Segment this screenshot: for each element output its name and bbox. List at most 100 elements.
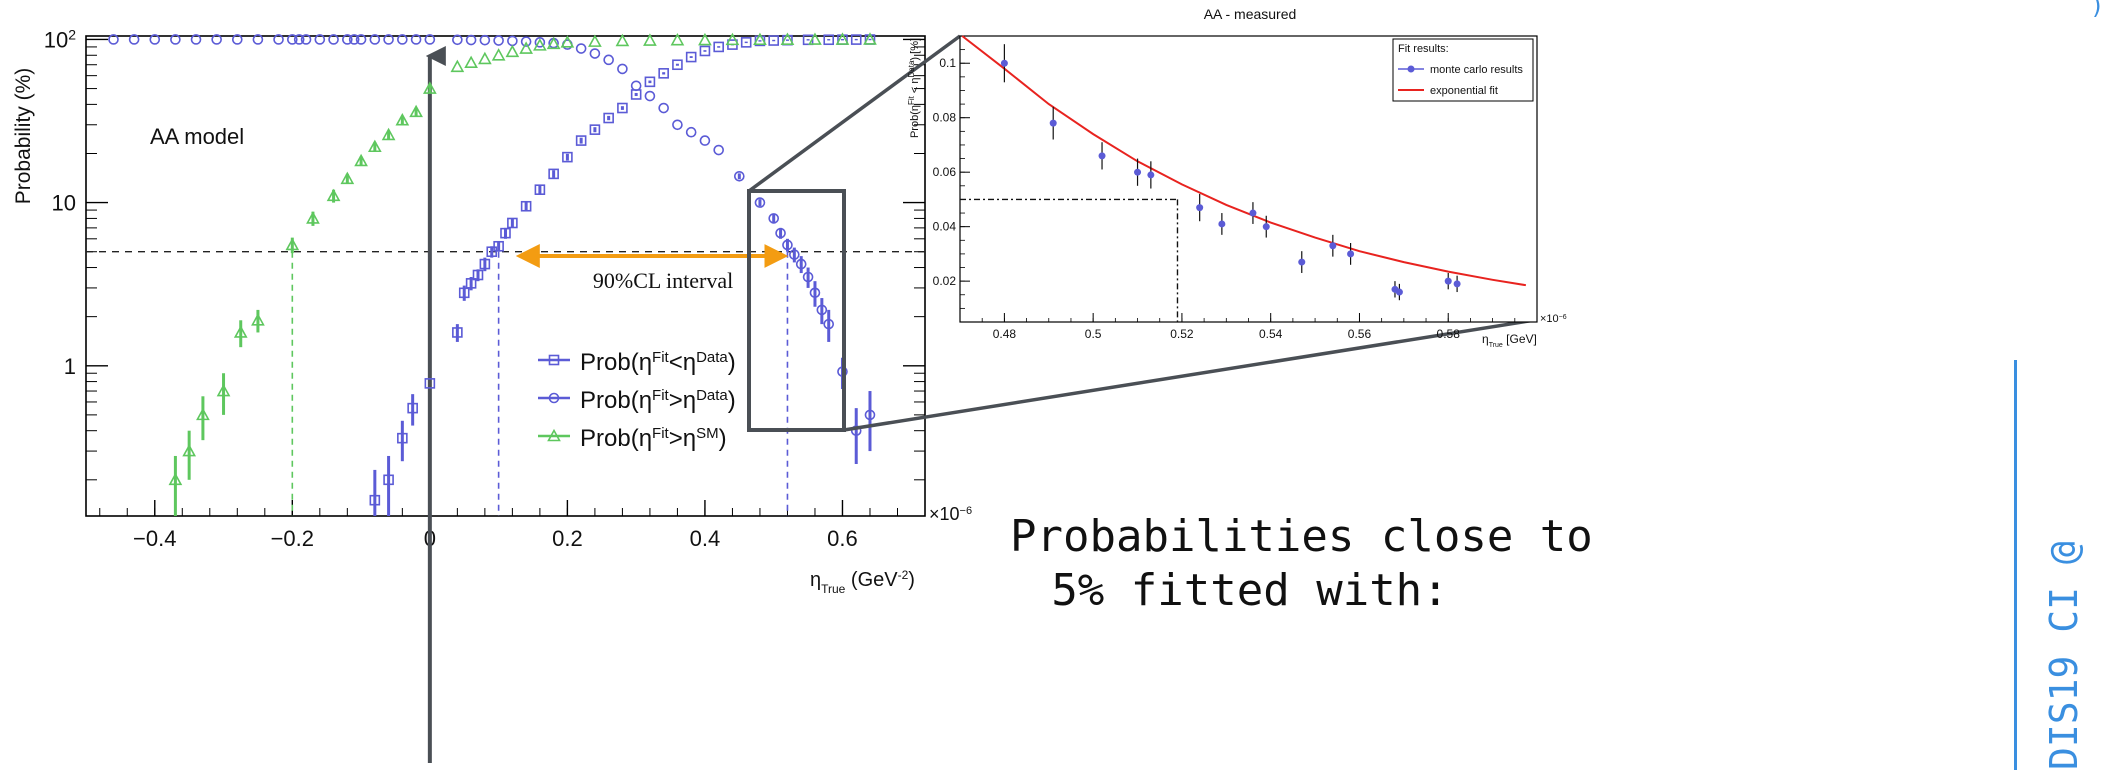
- main-x-tick-label: −0.4: [133, 526, 176, 551]
- marker-circle: [775, 227, 786, 239]
- inset-y-tick-label: 0.04: [933, 220, 957, 234]
- marker-triangle: [367, 139, 382, 153]
- marker-circle: [795, 258, 807, 270]
- inset-mc-point: [1249, 209, 1257, 217]
- marker-triangle: [306, 211, 320, 224]
- marker-square: [407, 402, 418, 414]
- inset-legend-mc-marker: [1407, 65, 1415, 73]
- inset-mc-point: [1262, 223, 1270, 231]
- marker-circle: [287, 34, 298, 45]
- marker-circle: [534, 37, 546, 48]
- marker-circle: [342, 34, 353, 45]
- marker-triangle: [808, 32, 822, 45]
- marker-triangle: [863, 32, 877, 45]
- marker-square: [850, 34, 862, 45]
- marker-circle: [231, 34, 243, 45]
- inset-mc-point: [1347, 250, 1355, 258]
- marker-triangle: [326, 188, 341, 202]
- marker-square: [713, 41, 724, 53]
- side-mark: ): [2090, 0, 2105, 20]
- marker-circle: [170, 34, 181, 45]
- marker-triangle: [533, 38, 547, 51]
- marker-triangle: [505, 44, 520, 58]
- inset-x-tick-label: 0.54: [1259, 327, 1283, 341]
- inset-x-tick-label: 0.52: [1170, 327, 1194, 341]
- side-accent-line: [2014, 360, 2017, 770]
- side-conference-label: DIS19 CI @: [2042, 541, 2086, 770]
- legend-entry-square: Prob(ηFit<ηData): [580, 349, 736, 377]
- marker-triangle: [547, 428, 561, 442]
- main-x-multiplier: ×10−6: [929, 504, 972, 524]
- inset-x-tick-label: 0.56: [1348, 327, 1372, 341]
- marker-circle: [108, 34, 119, 45]
- marker-circle: [672, 119, 683, 131]
- marker-square: [486, 246, 498, 258]
- marker-triangle: [381, 127, 396, 141]
- marker-circle: [149, 34, 161, 45]
- zoom-highlight-box: [747, 34, 1536, 432]
- marker-circle: [397, 34, 408, 45]
- main-series-square: [369, 34, 876, 516]
- marker-square: [699, 45, 711, 57]
- model-annotation: AA model: [150, 124, 244, 149]
- marker-square: [472, 269, 484, 281]
- marker-circle: [479, 34, 491, 46]
- main-y-tick-label: 1: [64, 354, 76, 379]
- main-y-tick-label: 10: [52, 191, 76, 216]
- caption-text: Probabilities close to 5% fitted with:: [1010, 510, 1593, 618]
- marker-square: [562, 151, 573, 163]
- marker-circle: [644, 90, 656, 102]
- marker-triangle: [725, 32, 740, 46]
- marker-circle: [410, 34, 422, 45]
- inset-legend-mc-label: monte carlo results: [1430, 64, 1523, 76]
- main-x-tick-label: 0.4: [690, 526, 721, 551]
- main-x-tick-label: 0.6: [827, 526, 858, 551]
- inset-x-tick-label: 0.5: [1085, 327, 1102, 341]
- marker-circle: [128, 34, 140, 45]
- marker-triangle: [753, 32, 767, 46]
- inset-legend-fit-label: exponential fit: [1430, 85, 1498, 97]
- inset-mc-point: [1395, 288, 1403, 296]
- zoom-connector-bottom: [843, 318, 1536, 432]
- inset-y-tick-label: 0.08: [933, 111, 957, 125]
- caption-line-2: 5% fitted with:: [1051, 565, 1449, 616]
- inset-y-tick-label: 0.1: [939, 56, 956, 70]
- inset-x-multiplier: ×10−6: [1540, 313, 1567, 325]
- marker-square: [575, 135, 587, 146]
- marker-circle: [273, 34, 284, 45]
- marker-circle: [520, 36, 532, 47]
- marker-triangle: [285, 237, 300, 251]
- marker-circle: [589, 48, 601, 59]
- inset-mc-point: [1453, 280, 1461, 288]
- marker-triangle: [168, 472, 183, 486]
- marker-triangle: [216, 383, 231, 397]
- marker-circle: [300, 34, 312, 45]
- marker-circle: [252, 34, 264, 45]
- marker-circle: [768, 213, 780, 224]
- marker-triangle: [835, 32, 850, 45]
- marker-triangle: [546, 36, 561, 50]
- marker-square: [672, 59, 683, 71]
- marker-circle: [782, 239, 793, 251]
- inset-mc-point: [1298, 258, 1306, 266]
- main-x-axis-label: ηTrue (GeV-2): [810, 568, 915, 596]
- main-y-axis-label: Probability (%): [12, 68, 35, 205]
- inset-y-tick-label: 0.06: [933, 165, 957, 179]
- marker-circle: [493, 35, 504, 46]
- marker-triangle: [519, 41, 533, 54]
- marker-circle: [328, 34, 339, 45]
- cl-interval-label: 90%CL interval: [593, 268, 733, 293]
- marker-triangle: [450, 59, 465, 73]
- marker-square: [369, 494, 381, 506]
- marker-square: [424, 378, 436, 389]
- marker-circle: [348, 34, 360, 45]
- marker-triangle: [354, 153, 368, 167]
- marker-square: [644, 76, 656, 88]
- inset-title: AA - measured: [1204, 6, 1297, 22]
- marker-circle: [699, 135, 711, 146]
- marker-triangle: [698, 32, 712, 46]
- marker-triangle: [196, 407, 210, 421]
- marker-square: [493, 240, 504, 252]
- marker-triangle: [340, 171, 355, 185]
